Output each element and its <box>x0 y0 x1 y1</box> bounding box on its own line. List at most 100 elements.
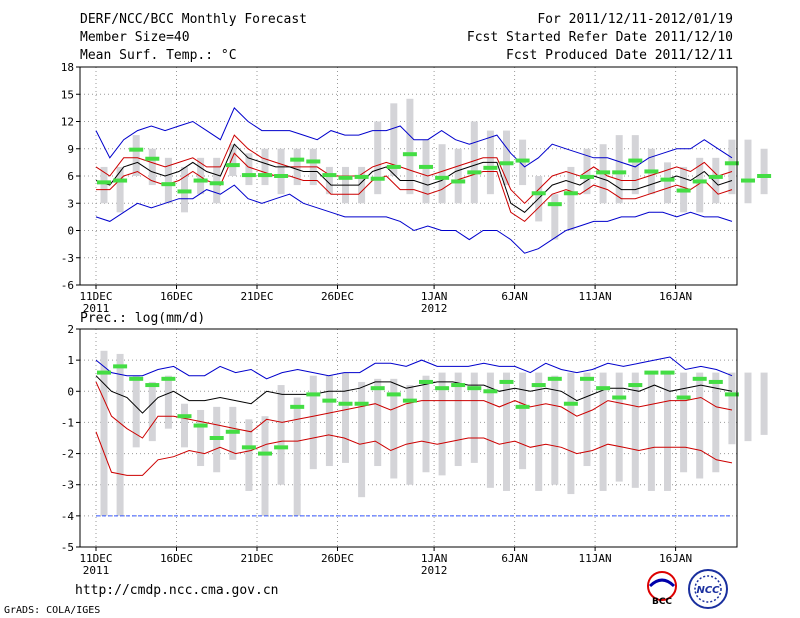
y-tick-label: 0 <box>67 385 74 398</box>
observed-marker <box>177 189 192 194</box>
observed-marker <box>306 392 321 397</box>
observed-marker <box>483 165 498 170</box>
ensemble-bar <box>325 375 333 467</box>
observed-marker <box>209 181 224 186</box>
observed-marker <box>563 191 578 196</box>
observed-marker <box>692 376 707 381</box>
ensemble-bar <box>390 378 398 479</box>
x-year-label: 2011 <box>83 564 110 577</box>
observed-marker <box>676 188 691 193</box>
series-mean <box>95 375 733 414</box>
observed-marker <box>354 401 369 406</box>
ensemble-bar <box>647 372 655 491</box>
ensemble-bar <box>132 375 140 448</box>
ensemble-bar <box>712 157 720 204</box>
x-tick-label: 6JAN <box>501 290 528 303</box>
member-size-label: Member Size=40 <box>80 30 190 45</box>
ensemble-bar <box>631 372 639 488</box>
ensemble-bar <box>261 148 269 186</box>
x-tick-label: 26DEC <box>321 290 354 303</box>
y-tick-label: -2 <box>61 448 74 461</box>
ensemble-bar <box>664 372 671 491</box>
series-mean <box>95 143 733 213</box>
ensemble-bar <box>116 353 124 516</box>
footer-url[interactable]: http://cmdp.ncc.cma.gov.cn <box>75 583 279 598</box>
x-tick-label: 11DEC <box>79 290 112 303</box>
observed-marker <box>708 379 723 384</box>
ensemble-bar <box>551 194 559 240</box>
ensemble-bar <box>438 372 446 476</box>
ensemble-bar <box>406 385 414 485</box>
ensemble-bar <box>503 130 510 186</box>
observed-marker <box>354 174 369 179</box>
ensemble-bar <box>712 372 720 473</box>
ensemble-bar <box>325 166 333 195</box>
ensemble-bar <box>583 372 591 467</box>
observed-marker <box>129 147 144 152</box>
observed-marker <box>241 173 256 178</box>
observed-marker <box>612 395 627 400</box>
ensemble-bar <box>567 372 575 495</box>
ensemble-bar <box>519 372 527 470</box>
ensemble-bar <box>100 166 108 204</box>
forecast-period: For 2011/12/11-2012/01/19 <box>537 12 733 27</box>
ensemble-bar <box>422 375 430 473</box>
ensemble-bar <box>744 372 752 442</box>
ensemble-bar <box>760 372 768 435</box>
ensemble-bar <box>164 375 172 429</box>
y-tick-label: 15 <box>61 88 74 101</box>
ensemble-bar <box>358 381 366 498</box>
y-tick-label: -5 <box>61 541 74 554</box>
observed-marker <box>225 163 240 168</box>
precipitation-panel: -5 -4 -3 -2 -1 0 1 2 11DEC 16DEC 21DEC 26DEC 1JAN 6JA… <box>61 311 768 577</box>
observed-marker <box>451 383 466 388</box>
ensemble-bar <box>374 378 382 467</box>
observed-marker <box>547 202 562 207</box>
variable-label: Mean Surf. Temp.: °C <box>80 48 237 63</box>
observed-marker <box>258 451 272 456</box>
observed-marker <box>563 401 578 406</box>
y-tick-label: -6 <box>61 279 74 292</box>
observed-marker <box>580 376 594 381</box>
ensemble-bar <box>760 148 768 195</box>
ensemble-bar <box>680 372 688 473</box>
observed-marker <box>757 174 772 178</box>
observed-marker <box>113 178 128 183</box>
bcc-logo: BCC <box>647 571 677 607</box>
refer-date: Fcst Started Refer Date 2011/12/10 <box>466 30 733 45</box>
observed-marker <box>402 152 417 157</box>
observed-marker <box>628 158 643 163</box>
observed-marker <box>193 423 208 428</box>
observed-marker <box>370 386 385 391</box>
ensemble-bar <box>631 135 639 195</box>
x-year-label: 2011 <box>83 302 110 315</box>
observed-marker <box>274 445 289 450</box>
observed-marker <box>274 174 289 178</box>
x-tick-label: 1JAN <box>421 290 448 303</box>
observed-marker <box>258 173 272 178</box>
y-tick-label: 3 <box>67 197 74 210</box>
x-year-label: 2012 <box>421 302 448 315</box>
ensemble-bar <box>358 166 366 204</box>
observed-marker <box>515 404 530 409</box>
ensemble-bar <box>422 139 430 204</box>
y-tick-label: 18 <box>61 61 74 74</box>
plot-frame <box>79 328 738 548</box>
x-tick-label: 16DEC <box>160 290 193 303</box>
y-tick-label: -1 <box>61 416 74 429</box>
ncc-logo: NCC <box>688 569 728 609</box>
ensemble-bar <box>390 103 398 176</box>
ensemble-bar <box>229 144 237 176</box>
ensemble-bar <box>454 148 462 204</box>
y-tick-label: 9 <box>67 143 74 156</box>
ensemble-bar <box>342 372 349 463</box>
ensemble-bar <box>567 166 575 231</box>
bcc-logo-text: BCC <box>652 597 672 607</box>
observed-marker <box>386 392 401 397</box>
y-tick-label: 12 <box>61 116 74 129</box>
x-tick-label: 16JAN <box>659 552 692 565</box>
ensemble-bar <box>744 139 752 204</box>
y-tick-label: -3 <box>61 252 74 265</box>
observed-marker <box>612 170 627 175</box>
ensemble-bar <box>503 372 510 491</box>
